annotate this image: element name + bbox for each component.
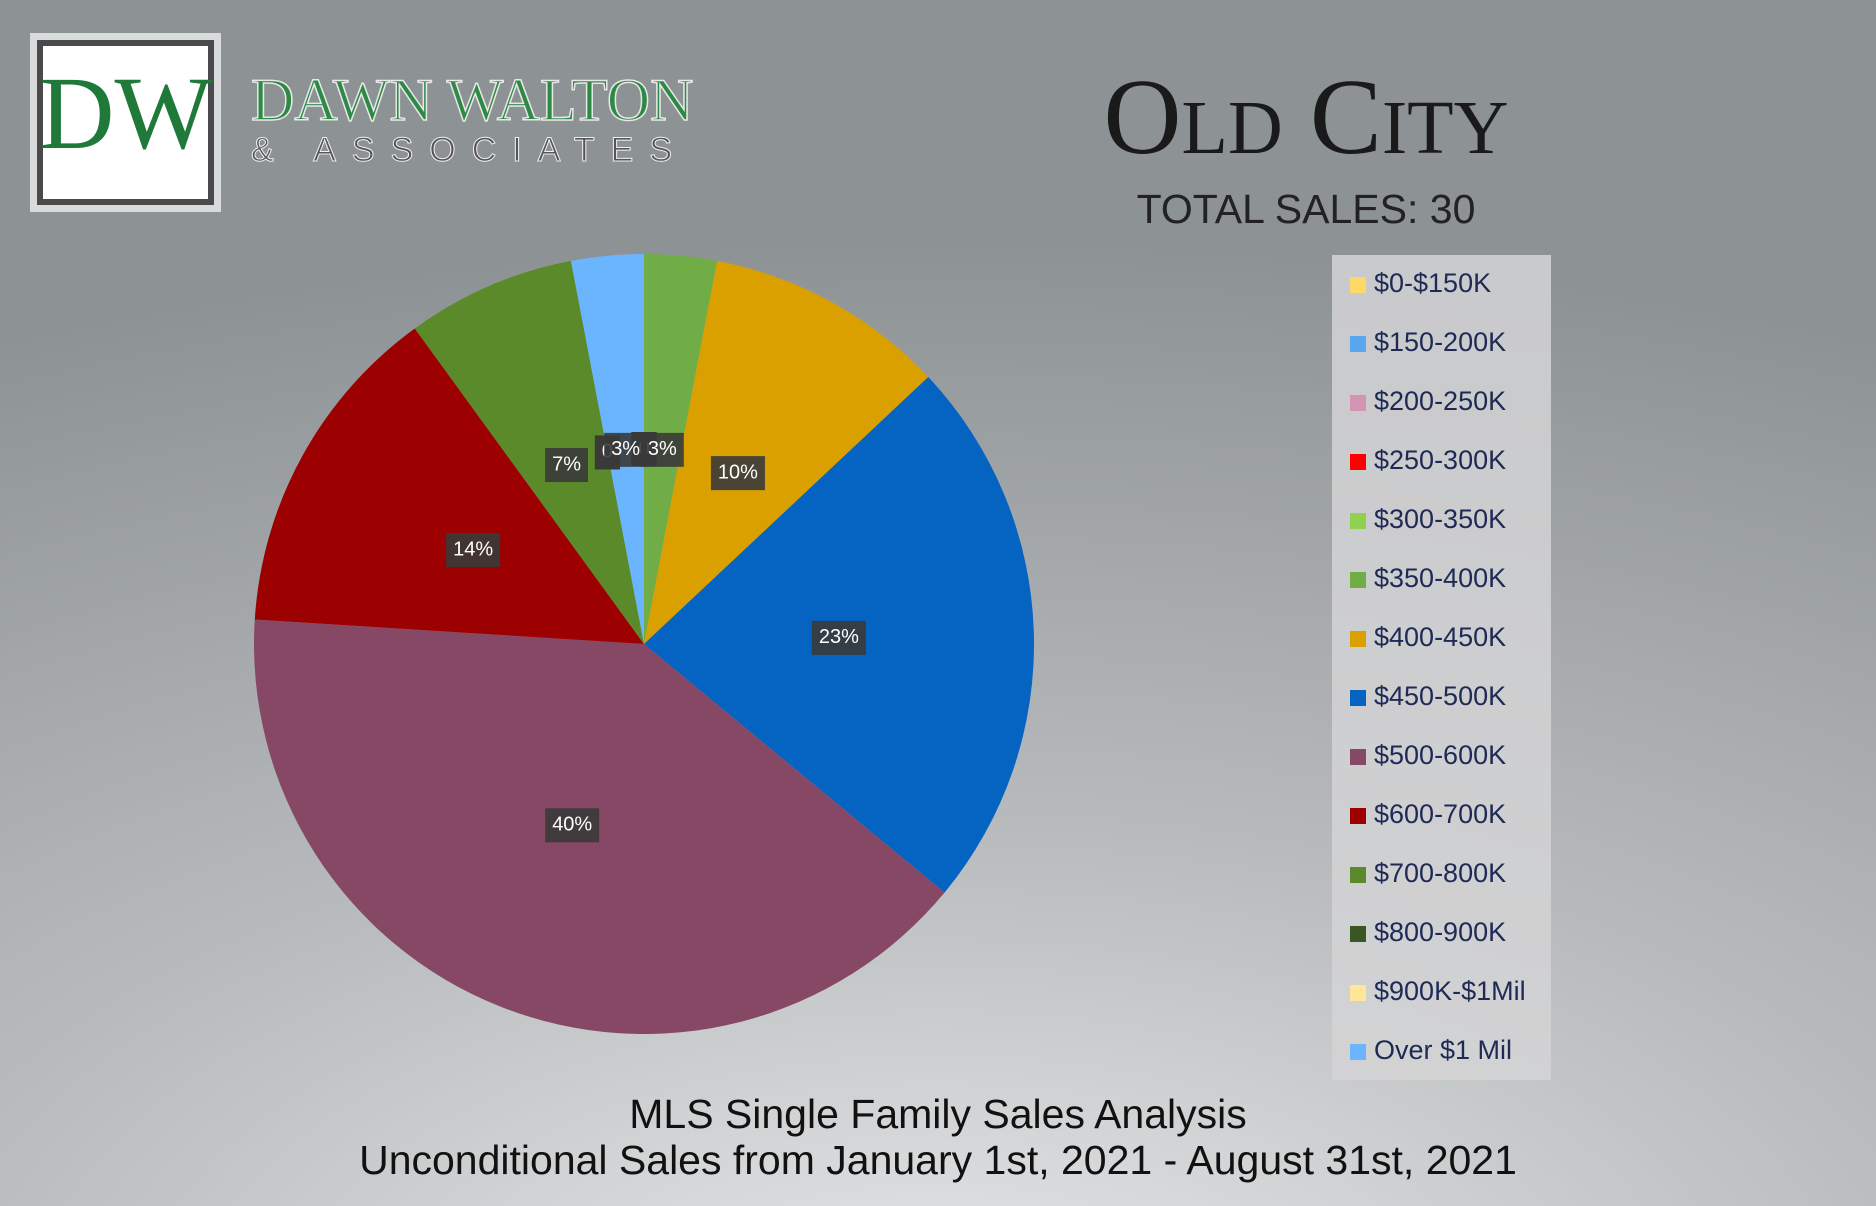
logo-name: DAWN WALTON (251, 67, 693, 133)
data-label-bg (545, 808, 600, 843)
legend-label: $800-900K (1374, 917, 1506, 947)
legend-swatch (1350, 690, 1366, 706)
legend-label: $600-700K (1374, 799, 1506, 829)
data-label-bg (811, 620, 866, 655)
legend-swatch (1350, 1044, 1366, 1060)
legend-swatch (1350, 395, 1366, 411)
legend-label: $0-$150K (1374, 268, 1491, 298)
pie-slice (644, 260, 929, 644)
logo-box (37, 40, 214, 205)
legend-swatch (1350, 277, 1366, 293)
chart-subtitle: TOTAL SALES: 30 (1137, 186, 1476, 232)
legend-swatch (1350, 454, 1366, 470)
legend-label: $450-500K (1374, 681, 1506, 711)
data-label: 3% (648, 438, 677, 460)
footer-line: MLS Single Family Sales Analysis (629, 1091, 1247, 1137)
legend-swatch (1350, 513, 1366, 529)
footer-line: Unconditional Sales from January 1st, 20… (359, 1137, 1517, 1183)
legend-swatch (1350, 749, 1366, 765)
data-label: 7% (552, 453, 581, 475)
legend-label: $350-400K (1374, 563, 1506, 593)
legend-box (1332, 255, 1551, 1080)
legend-swatch (1350, 631, 1366, 647)
legend-label: $500-600K (1374, 740, 1506, 770)
data-label: 10% (718, 461, 758, 483)
pie-slice (253, 619, 945, 1034)
legend-label: $900K-$1Mil (1374, 976, 1526, 1006)
legend-swatch (1350, 985, 1366, 1001)
legend-swatch (1350, 926, 1366, 942)
legend-label: $300-350K (1374, 504, 1506, 534)
data-label: 40% (552, 814, 592, 836)
legend-swatch (1350, 336, 1366, 352)
data-label-bg (604, 432, 648, 467)
pie-slice (254, 328, 644, 644)
legend-swatch (1350, 867, 1366, 883)
legend-swatch (1350, 572, 1366, 588)
legend-label: $200-250K (1374, 386, 1506, 416)
data-label: 14% (453, 538, 493, 560)
legend-label: $150-200K (1374, 327, 1506, 357)
data-label: 3% (611, 438, 640, 460)
data-label-bg (545, 448, 589, 483)
chart-title: Old City (1104, 58, 1509, 177)
legend-label: $400-450K (1374, 622, 1506, 652)
logo-tagline: & ASSOCIATES (251, 131, 688, 169)
data-label: 23% (819, 626, 859, 648)
data-label-bg (640, 432, 684, 467)
logo-initials: DW (39, 56, 212, 171)
pie-slice (414, 260, 644, 644)
data-label-bg (446, 533, 501, 568)
legend-label: Over $1 Mil (1374, 1035, 1512, 1065)
legend-label: $700-800K (1374, 858, 1506, 888)
data-label-bg (710, 456, 765, 491)
legend-swatch (1350, 808, 1366, 824)
legend-label: $250-300K (1374, 445, 1506, 475)
